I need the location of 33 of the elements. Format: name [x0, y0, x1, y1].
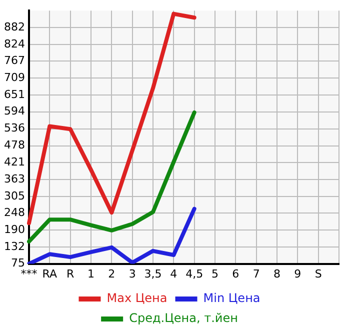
y-tick-label: 248 [4, 206, 25, 220]
y-tick-label: 594 [4, 104, 25, 118]
x-tick-label: 3,5 [144, 267, 162, 280]
y-tick-label: 478 [4, 138, 25, 152]
x-tick-label: 7 [252, 267, 260, 280]
x-tick-label: 5 [212, 267, 218, 280]
y-tick-label: 363 [4, 172, 25, 186]
x-tick-label: RA [42, 267, 58, 280]
x-tick-label: 4 [170, 267, 178, 280]
x-tick-label: *** [20, 267, 38, 280]
x-tick-label: 3 [128, 267, 136, 280]
y-tick-label: 651 [4, 88, 25, 102]
x-tick-label: S [314, 267, 322, 280]
legend-label: Min Цена [203, 291, 260, 306]
y-tick-label: 536 [4, 122, 25, 135]
legend-label: Сред.Цена, т.йен [129, 311, 238, 326]
x-tick-label: 4,5 [186, 267, 204, 280]
x-tick-label: 9 [294, 267, 302, 280]
y-tick-label: 709 [4, 71, 25, 84]
x-tick-label: 8 [274, 267, 280, 280]
y-tick-label: 421 [4, 155, 25, 168]
y-tick-label: 75 [10, 256, 25, 270]
x-tick-label: R [66, 267, 74, 280]
legend-label: Max Цена [106, 291, 168, 306]
x-tick-label: 6 [232, 267, 240, 280]
y-tick-label: 305 [4, 189, 25, 202]
x-tick-label: 2 [108, 267, 116, 280]
y-tick-label: 824 [4, 37, 25, 50]
y-tick-label: 132 [4, 240, 25, 253]
y-tick-label: 882 [4, 20, 25, 34]
x-tick-label: 1 [87, 267, 94, 280]
y-tick-label: 767 [4, 54, 25, 68]
y-tick-label: 190 [4, 222, 25, 236]
